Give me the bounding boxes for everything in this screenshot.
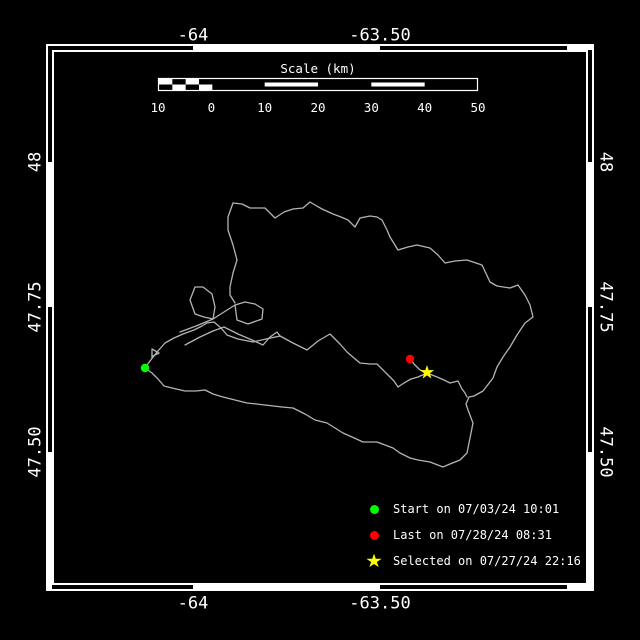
frame-inner-top-line	[52, 50, 588, 52]
zebra-segment-bottom	[567, 585, 592, 589]
last-marker[interactable]	[405, 354, 415, 364]
legend-row-start: Start on 07/03/24 10:01	[366, 500, 559, 518]
scalebar-tick-label: 10	[150, 99, 166, 115]
start-marker[interactable]	[140, 363, 150, 373]
lat-label-right-48: 48	[595, 151, 616, 173]
scalebar-checker-cell	[159, 79, 173, 85]
frame-inner-left-line	[52, 50, 54, 585]
lon-label-bottom-west: -64	[177, 593, 209, 614]
lat-label-right-47-75: 47.75	[595, 281, 616, 333]
drifter-track-polyline[interactable]	[189, 286, 216, 320]
scalebar-tick-label: 20	[310, 99, 326, 115]
legend-label-start: Start on 07/03/24 10:01	[393, 502, 560, 516]
legend-row-selected: Selected on 07/27/24 22:16	[366, 552, 581, 570]
legend-label-last: Last on 07/28/24 08:31	[393, 528, 552, 542]
scalebar-title: Scale (km)	[280, 60, 356, 76]
zebra-segment-left	[48, 162, 52, 307]
drifter-track-polyline[interactable]	[206, 321, 468, 398]
frame-outer-right-line	[592, 44, 594, 591]
scalebar-stripe-segment	[264, 82, 318, 87]
drifter-track-polyline[interactable]	[144, 367, 474, 468]
scalebar-tick-label: 30	[363, 99, 379, 115]
scalebar-stripe-segment	[371, 82, 425, 87]
frame-outer-top-line	[46, 44, 594, 46]
zebra-segment-top	[567, 46, 592, 50]
zebra-segment-left	[48, 452, 52, 589]
frame-inner-bottom-line	[52, 583, 588, 585]
selected-marker[interactable]	[419, 365, 435, 379]
last-marker-legend-icon	[369, 530, 379, 540]
zebra-segment-right	[588, 162, 592, 307]
frame-outer-left-line	[46, 44, 48, 591]
lat-label-left-48: 48	[25, 151, 46, 173]
drifter-track-polyline[interactable]	[234, 301, 264, 325]
legend-label-selected: Selected on 07/27/24 22:16	[393, 554, 581, 568]
frame-outer-bottom-line	[46, 589, 594, 591]
start-marker-legend-icon	[369, 504, 379, 514]
lat-label-left-47-50: 47.50	[25, 426, 46, 478]
lon-label-top-east: -63.50	[349, 25, 411, 46]
scalebar-checker-cell	[172, 84, 186, 90]
legend-marker-box	[366, 553, 382, 569]
lat-label-right-47-50: 47.50	[595, 426, 616, 478]
drifter-track-polyline[interactable]	[179, 304, 236, 333]
lat-label-left-47-75: 47.75	[25, 281, 46, 333]
drifter-track-polyline[interactable]	[151, 348, 160, 359]
zebra-segment-right	[588, 452, 592, 589]
zebra-segment-top	[193, 46, 380, 50]
scalebar-checker-cell	[199, 84, 213, 90]
selected-marker-legend-icon	[366, 553, 382, 568]
scalebar-checker-cell	[185, 79, 199, 85]
zebra-segment-bottom	[193, 585, 380, 589]
drifter-track-polyline[interactable]	[184, 326, 281, 346]
scalebar-tick-label: 50	[470, 99, 486, 115]
drifter-track-polyline[interactable]	[227, 201, 534, 398]
lon-label-top-west: -64	[177, 25, 209, 46]
legend-row-last: Last on 07/28/24 08:31	[366, 526, 552, 544]
legend-marker-box	[366, 501, 382, 517]
lon-label-bottom-east: -63.50	[349, 593, 411, 614]
scalebar-tick-label: 0	[207, 99, 216, 115]
scalebar-tick-label: 10	[257, 99, 273, 115]
frame-inner-right-line	[586, 50, 588, 585]
drifter-track-polyline[interactable]	[144, 322, 208, 369]
scalebar-tick-label: 40	[417, 99, 433, 115]
legend-marker-box	[366, 527, 382, 543]
